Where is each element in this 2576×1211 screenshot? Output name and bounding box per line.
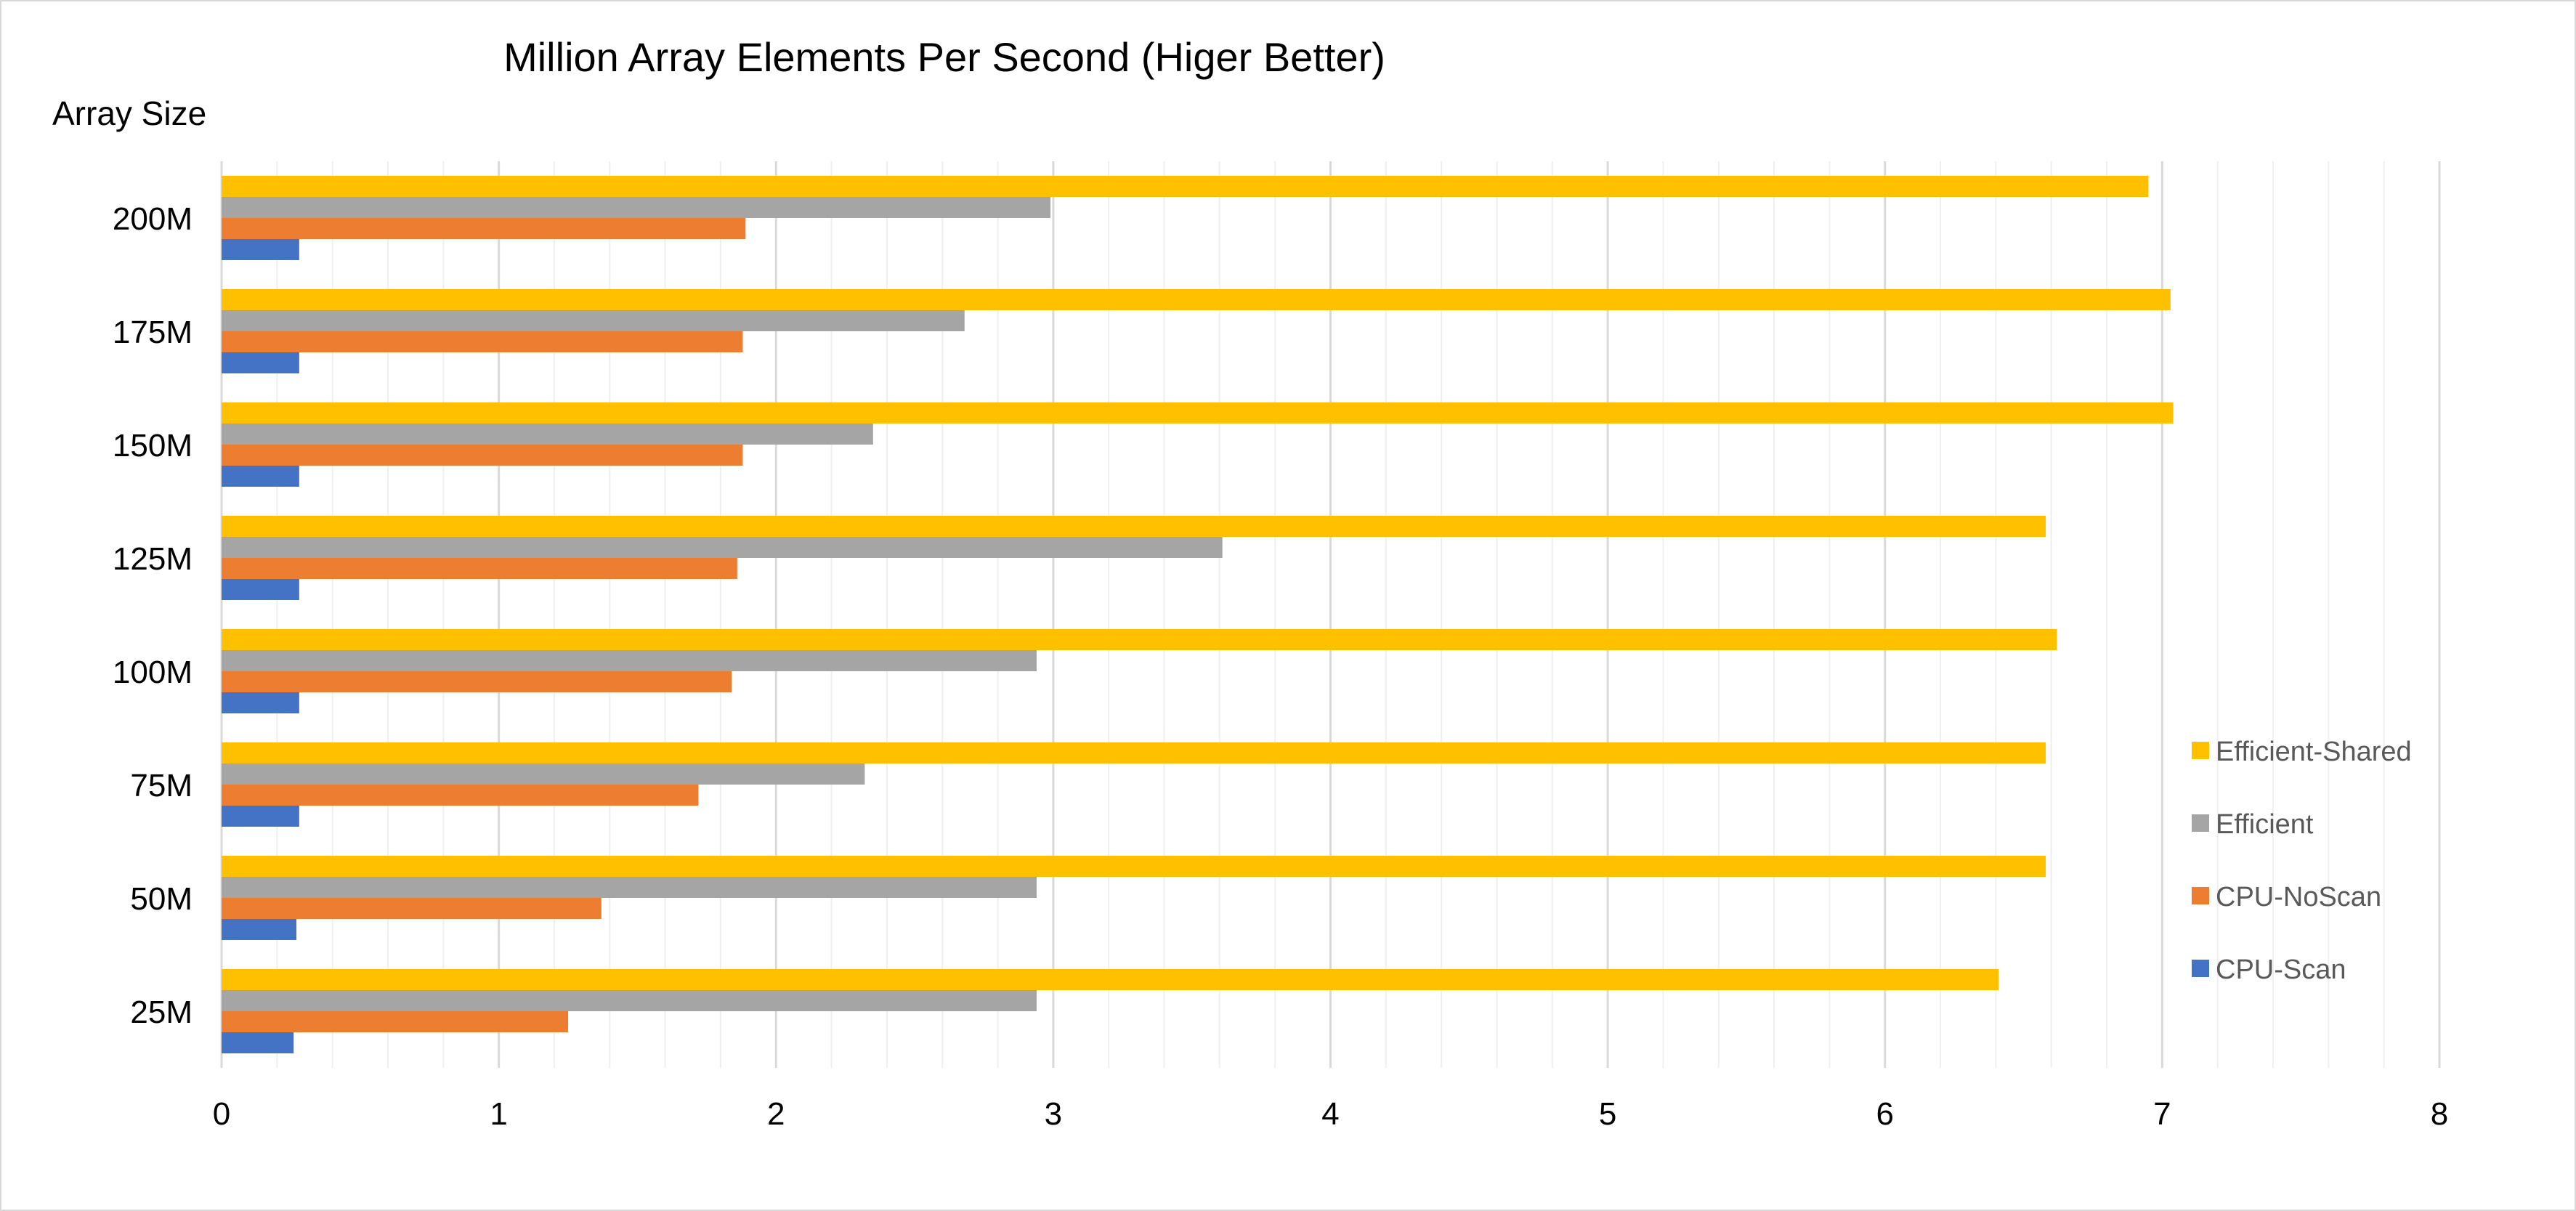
bar-cpu-scan-50m bbox=[222, 919, 297, 940]
bar-efficient-shared-25m bbox=[222, 969, 1999, 990]
bar-cpu-noscan-75m bbox=[222, 785, 699, 806]
y-tick-label: 125M bbox=[113, 541, 193, 577]
x-tick-label: 7 bbox=[2153, 1096, 2171, 1132]
x-tick-label: 6 bbox=[1876, 1096, 1894, 1132]
y-tick-label: 150M bbox=[113, 428, 193, 463]
bar-cpu-noscan-100m bbox=[222, 671, 732, 692]
legend: Efficient-Shared Efficient CPU-NoScan CPU-S… bbox=[2192, 737, 2412, 985]
bar-efficient-50m bbox=[222, 877, 1037, 898]
bar-efficient-shared-125m bbox=[222, 516, 2046, 537]
legend-label: CPU-NoScan bbox=[2216, 882, 2381, 912]
bar-cpu-scan-150m bbox=[222, 466, 299, 487]
bar-cpu-noscan-125m bbox=[222, 558, 737, 579]
bar-cpu-noscan-50m bbox=[222, 898, 602, 919]
legend-label: Efficient-Shared bbox=[2216, 737, 2412, 767]
x-tick-label: 4 bbox=[1321, 1096, 1339, 1132]
bar-efficient-shared-150m bbox=[222, 402, 2174, 424]
bar-cpu-scan-175m bbox=[222, 352, 299, 373]
legend-swatch bbox=[2192, 742, 2209, 759]
bar-efficient-125m bbox=[222, 537, 1223, 558]
legend-swatch bbox=[2192, 814, 2209, 832]
bar-cpu-noscan-25m bbox=[222, 1011, 569, 1032]
bar-efficient-shared-200m bbox=[222, 176, 2149, 197]
bar-efficient-100m bbox=[222, 650, 1037, 671]
bar-cpu-scan-200m bbox=[222, 239, 299, 260]
x-tick-label: 2 bbox=[767, 1096, 785, 1132]
bar-cpu-noscan-175m bbox=[222, 331, 743, 352]
y-tick-label: 100M bbox=[113, 655, 193, 690]
y-tick-label: 50M bbox=[130, 881, 193, 917]
bar-efficient-25m bbox=[222, 990, 1037, 1011]
bar-efficient-shared-100m bbox=[222, 629, 2057, 650]
bar-efficient-shared-50m bbox=[222, 856, 2046, 877]
bar-cpu-scan-100m bbox=[222, 692, 299, 713]
y-tick-label: 75M bbox=[130, 768, 193, 803]
bar-efficient-shared-175m bbox=[222, 289, 2171, 310]
x-tick-label: 0 bbox=[213, 1096, 230, 1132]
bar-efficient-150m bbox=[222, 424, 873, 445]
x-tick-label: 1 bbox=[490, 1096, 507, 1132]
bar-efficient-200m bbox=[222, 197, 1051, 218]
bar-efficient-75m bbox=[222, 764, 865, 785]
bars bbox=[222, 176, 2174, 1053]
bar-efficient-175m bbox=[222, 310, 965, 331]
y-tick-label: 200M bbox=[113, 201, 193, 237]
y-axis-title: Array Size bbox=[52, 94, 206, 132]
x-tick-label: 8 bbox=[2431, 1096, 2448, 1132]
x-tick-labels: 0 1 2 3 4 5 6 7 8 bbox=[213, 1096, 2448, 1132]
legend-swatch bbox=[2192, 887, 2209, 904]
chart-title: Million Array Elements Per Second (Higer… bbox=[503, 34, 1385, 80]
y-tick-label: 25M bbox=[130, 995, 193, 1030]
bar-cpu-scan-25m bbox=[222, 1032, 294, 1053]
bar-cpu-noscan-150m bbox=[222, 445, 743, 466]
legend-swatch bbox=[2192, 960, 2209, 977]
x-tick-label: 5 bbox=[1599, 1096, 1616, 1132]
legend-label: Efficient bbox=[2216, 809, 2314, 840]
bar-cpu-scan-125m bbox=[222, 579, 299, 600]
bar-cpu-noscan-200m bbox=[222, 218, 746, 239]
y-tick-label: 175M bbox=[113, 315, 193, 350]
bar-efficient-shared-75m bbox=[222, 742, 2046, 764]
bar-cpu-scan-75m bbox=[222, 806, 299, 827]
y-tick-labels: 25M 50M 75M 100M 125M 150M 175M 200M bbox=[113, 201, 193, 1030]
legend-label: CPU-Scan bbox=[2216, 955, 2346, 985]
x-tick-label: 3 bbox=[1045, 1096, 1062, 1132]
